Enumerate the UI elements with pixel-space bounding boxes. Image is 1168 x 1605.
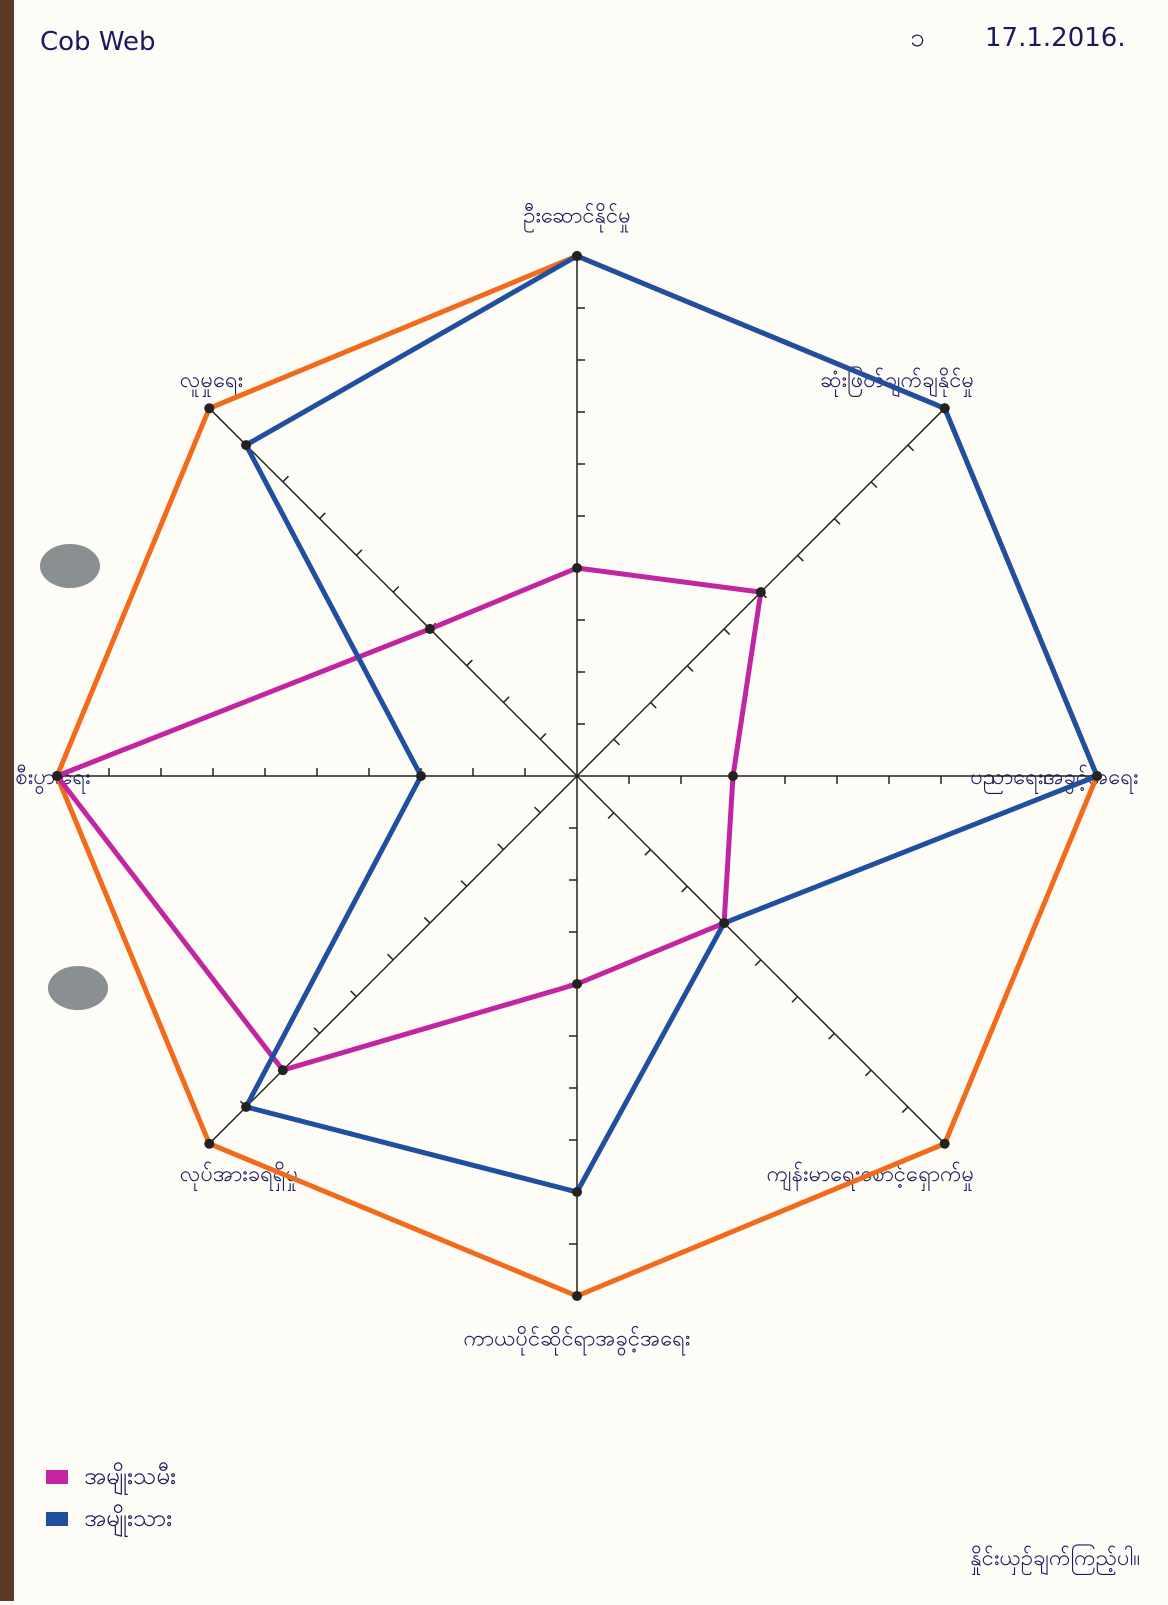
footnote: နှိုင်းယှဉ်ချက်ကြည့်ပါ။ [970, 1544, 1140, 1576]
tick-mark [350, 990, 357, 998]
tick-mark [870, 481, 878, 489]
axis-label: ပညာရေးအခွင့်အရေး [970, 764, 1138, 795]
tick-mark [392, 585, 400, 593]
tick-mark [607, 812, 615, 819]
tick-mark [502, 696, 510, 703]
legend-swatch [46, 1512, 68, 1526]
data-point [572, 563, 582, 573]
data-point [755, 587, 766, 598]
data-point [572, 1187, 582, 1197]
legend-swatch [46, 1470, 68, 1484]
tick-mark [497, 843, 504, 851]
data-point [416, 771, 426, 781]
tick-mark [791, 996, 799, 1003]
axis-label: ကာယပိုင်ဆိုင်ရာအခွင့်အရေး [464, 1326, 691, 1357]
tick-mark [466, 659, 473, 667]
tick-mark [650, 701, 657, 709]
tick-mark [355, 549, 363, 556]
data-point [204, 403, 215, 414]
page-number: ၁ [910, 23, 925, 53]
binder-hole [40, 544, 100, 588]
tick-mark [907, 444, 915, 452]
tick-mark [282, 475, 290, 483]
tick-mark [901, 1106, 909, 1114]
tick-mark [539, 733, 547, 740]
data-point [1092, 771, 1102, 781]
tick-mark [828, 1032, 835, 1040]
tick-mark [423, 916, 431, 924]
paper-edge [0, 0, 14, 1601]
legend-label: အမျိုးသား [84, 1503, 172, 1538]
tick-mark [613, 738, 620, 746]
tick-mark [386, 953, 394, 961]
data-point [572, 979, 582, 989]
tick-mark [534, 806, 541, 814]
series-polygon [243, 253, 1100, 1195]
tick-mark [460, 880, 468, 887]
axis-label: ဆုံးဖြတ်ချက်ချနိုင်မှု [820, 366, 974, 397]
data-point [52, 771, 62, 781]
data-point [728, 771, 738, 781]
axis-label: လူမှုရေး [180, 368, 243, 397]
tick-mark [833, 518, 841, 525]
data-point [939, 1138, 950, 1149]
tick-mark [644, 849, 652, 856]
tick-mark [864, 1069, 872, 1077]
data-point [939, 403, 950, 414]
data-point [241, 1101, 252, 1112]
axis-label: လုပ်အားခရရှိမှု [180, 1161, 298, 1192]
tick-mark [723, 628, 731, 636]
tick-mark [313, 1027, 321, 1034]
tick-mark [681, 885, 688, 893]
data-point [719, 918, 730, 929]
tick-mark [686, 665, 694, 672]
date: 17.1.2016. [985, 23, 1126, 53]
data-point [241, 440, 252, 451]
axis-label: ဦးဆောင်နိုင်မှု [523, 202, 631, 232]
tick-mark [797, 554, 804, 562]
chart-title: Cob Web [40, 27, 156, 57]
data-point [277, 1065, 288, 1076]
data-point [204, 1138, 215, 1149]
binder-hole [48, 966, 108, 1010]
series-polygon [54, 565, 764, 1073]
data-point [572, 251, 582, 261]
tick-mark [754, 959, 762, 967]
data-point [424, 623, 435, 634]
tick-mark [319, 512, 326, 520]
data-point [572, 1291, 582, 1301]
legend-label: အမျိုးသမီး [84, 1461, 176, 1496]
